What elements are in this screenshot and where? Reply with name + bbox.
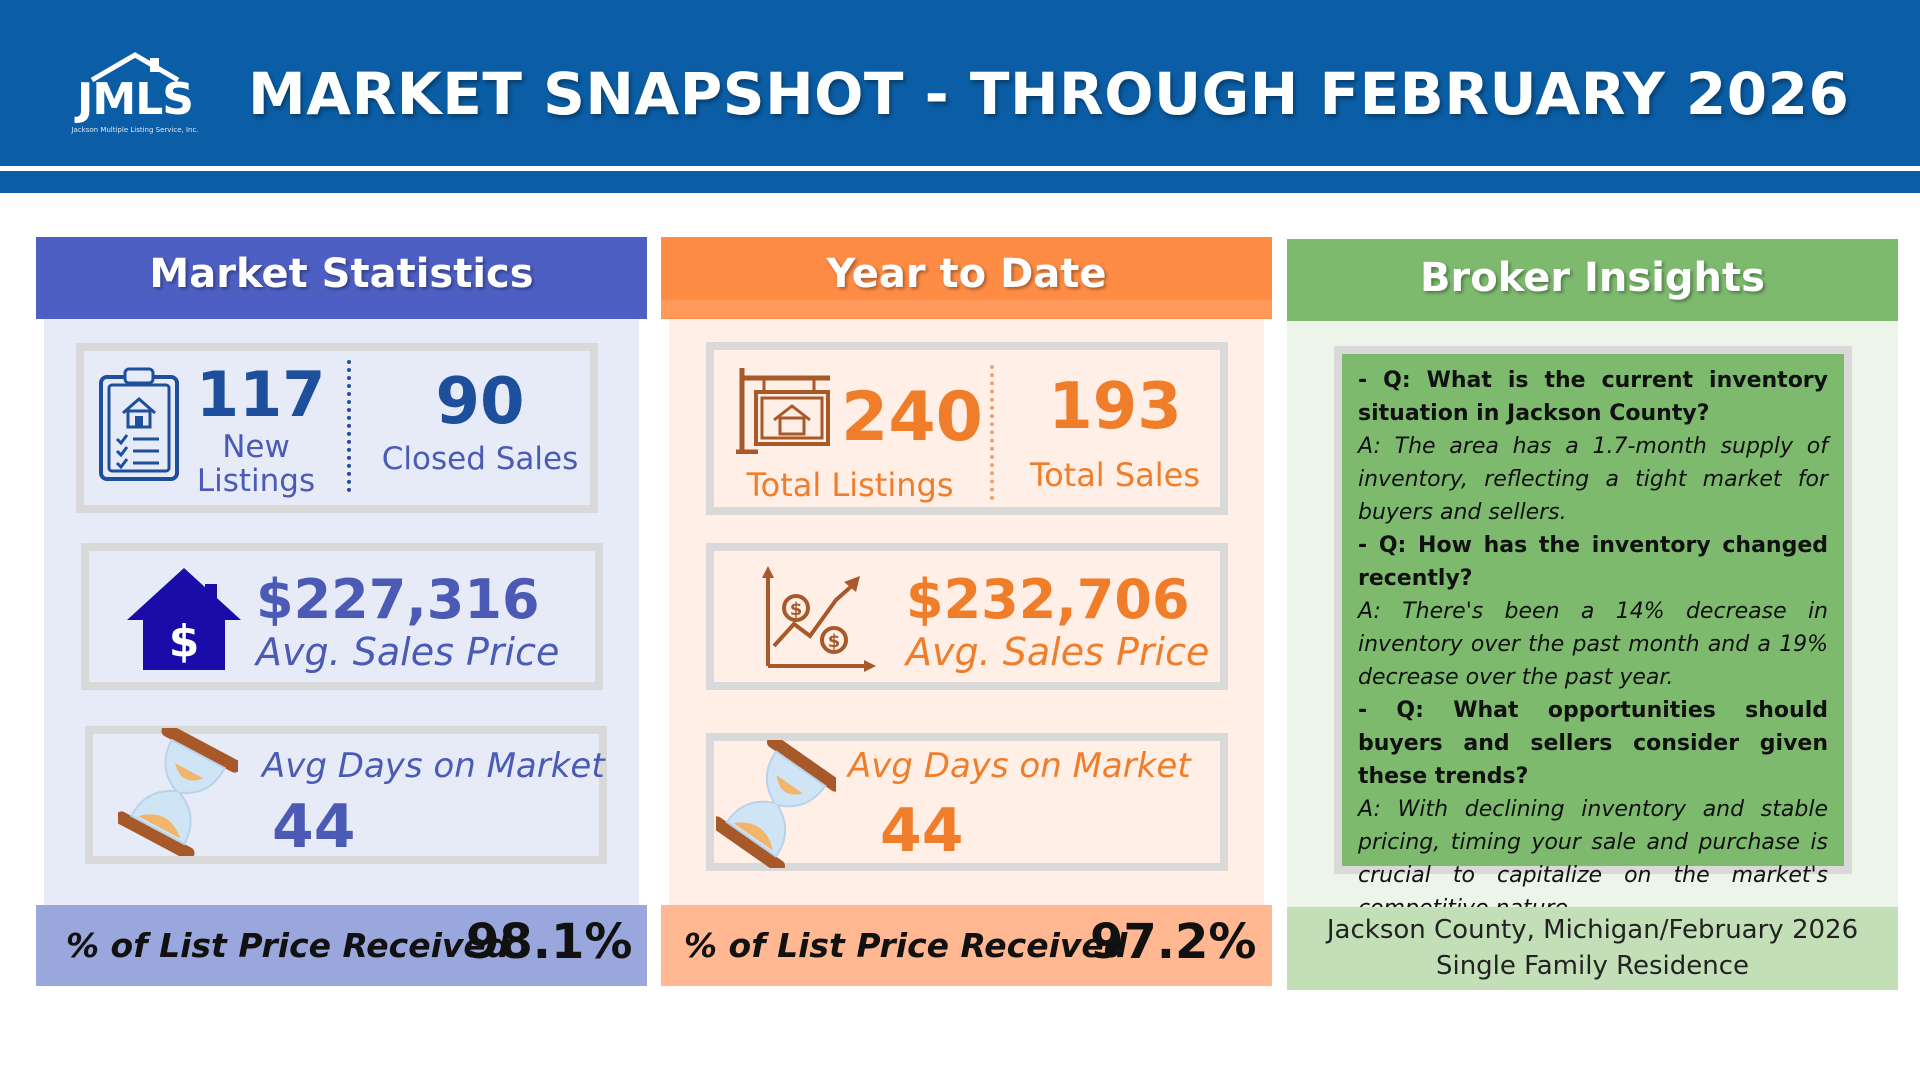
header-divider <box>0 166 1920 171</box>
ytd-card-divider <box>990 365 994 500</box>
new-listings-label-line-2: Listings <box>196 463 316 499</box>
total-listings-label: Total Listings <box>746 466 954 504</box>
avg-days-on-market-value: 44 <box>272 792 356 862</box>
qa-question-2: - Q: How has the inventory changed recen… <box>1358 533 1828 591</box>
ytd-avg-price-card <box>706 543 1228 690</box>
qa-question-1: - Q: What is the current inventory situa… <box>1358 368 1828 426</box>
qa-answer-2: A: There's been a 14% decrease in invent… <box>1358 599 1828 690</box>
svg-text:$: $ <box>828 631 841 652</box>
growth-chart-dollar-icon: $ $ <box>762 566 876 672</box>
total-sales-value: 193 <box>1048 370 1182 444</box>
header-lower-band <box>0 171 1920 193</box>
listings-sales-card <box>76 343 598 513</box>
year-to-date-heading-strip <box>661 300 1272 318</box>
closed-sales-label: Closed Sales <box>381 441 579 477</box>
house-dollar-icon: $ <box>127 568 241 670</box>
broker-insights-footer <box>1287 907 1898 990</box>
new-listings-value: 117 <box>196 358 326 431</box>
header-banner <box>0 0 1920 166</box>
card-divider <box>347 360 351 492</box>
avg-price-card <box>81 543 603 690</box>
qa-answer-3: A: With declining inventory and stable p… <box>1358 797 1828 921</box>
days-on-market-card <box>85 726 607 864</box>
logo-text: JMLS <box>77 74 194 125</box>
clipboard-checklist-icon <box>99 367 179 481</box>
ytd-avg-days-on-market-value: 44 <box>880 796 964 866</box>
jmls-logo: JMLS Jackson Multiple Listing Service, I… <box>60 52 210 142</box>
broker-insights-heading: Broker Insights <box>1287 239 1898 321</box>
ytd-avg-days-on-market-label: Avg Days on Market <box>848 746 1191 786</box>
new-listings-label: New Listings <box>196 430 316 498</box>
svg-text:$: $ <box>790 599 803 620</box>
page-title: MARKET SNAPSHOT - THROUGH FEBRUARY 2026 <box>248 60 1850 128</box>
new-listings-label-line-1: New <box>222 429 290 465</box>
avg-sales-price-value: $227,316 <box>256 568 540 631</box>
ytd-hourglass-icon <box>716 740 836 868</box>
qa-answer-1: A: The area has a 1.7-month supply of in… <box>1358 434 1828 525</box>
market-statistics-heading-strip <box>36 300 647 318</box>
broker-insights-qa-box: - Q: What is the current inventory situa… <box>1334 346 1852 921</box>
ytd-list-price-received-value: 97.2% <box>1090 914 1257 970</box>
realty-sign-icon <box>736 368 830 454</box>
broker-insights-footer-text: Jackson County, Michigan/February 2026 S… <box>1287 912 1898 984</box>
avg-days-on-market-label: Avg Days on Market <box>262 746 605 786</box>
property-type-line: Single Family Residence <box>1435 951 1750 981</box>
closed-sales-value: 90 <box>435 365 525 439</box>
total-listings-value: 240 <box>841 378 983 457</box>
ytd-list-price-received-bar <box>661 905 1272 986</box>
region-date-line: Jackson County, Michigan/February 2026 <box>1326 915 1859 945</box>
ytd-avg-sales-price-value: $232,706 <box>906 568 1190 631</box>
list-price-received-bar <box>36 905 647 986</box>
list-price-received-label: % of List Price Received <box>66 926 510 965</box>
ytd-avg-sales-price-label: Avg. Sales Price <box>906 630 1210 674</box>
ytd-list-price-received-label: % of List Price Received <box>684 926 1128 965</box>
list-price-received-value: 98.1% <box>466 914 633 970</box>
ytd-listings-sales-card <box>706 342 1228 515</box>
house-roof-icon <box>90 52 180 82</box>
qa-question-3: - Q: What opportunities should buyers an… <box>1358 698 1828 789</box>
logo-subtext: Jackson Multiple Listing Service, Inc. <box>71 126 199 134</box>
svg-text:$: $ <box>169 616 200 667</box>
hourglass-icon <box>118 728 238 856</box>
ytd-days-on-market-card <box>706 733 1228 871</box>
avg-sales-price-label: Avg. Sales Price <box>256 630 560 674</box>
total-sales-label: Total Sales <box>1029 456 1201 494</box>
